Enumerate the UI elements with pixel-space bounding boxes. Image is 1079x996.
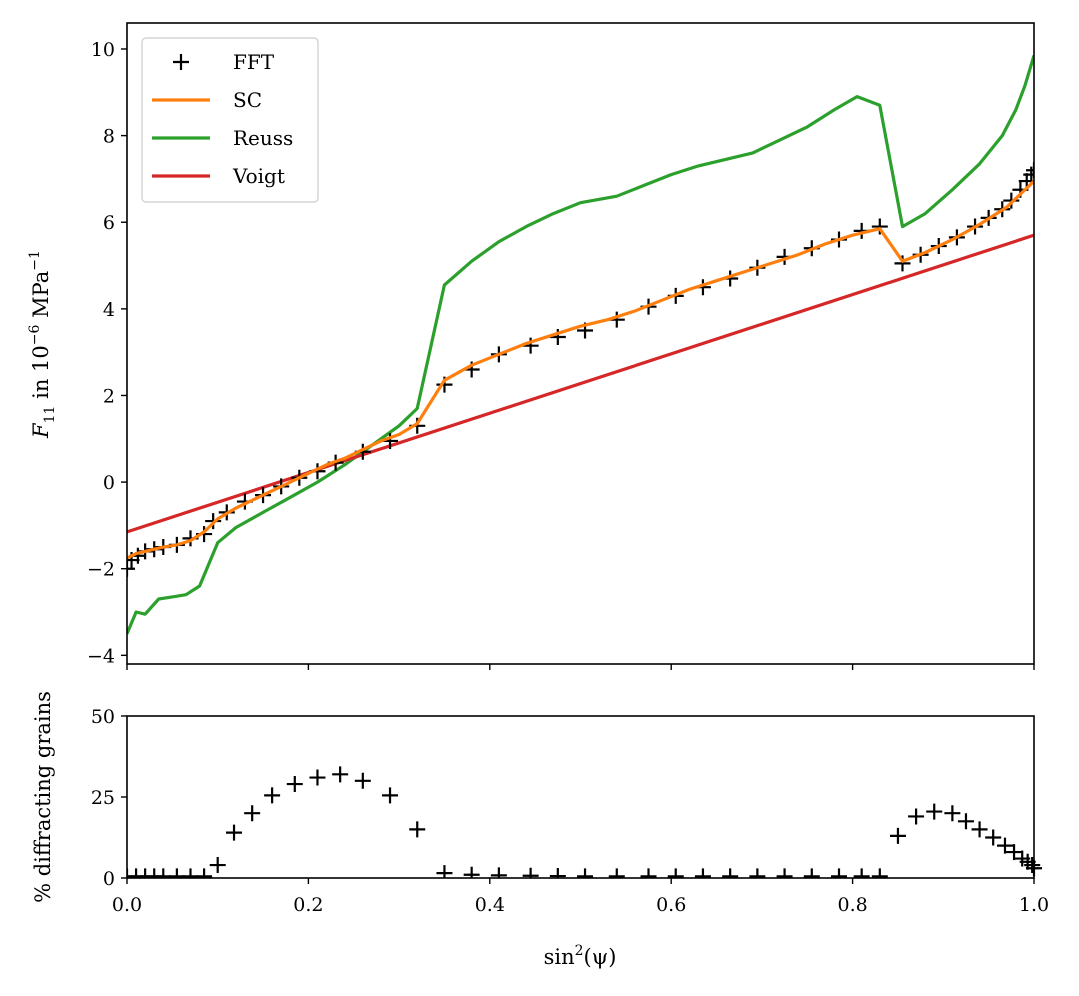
grain-marker bbox=[1024, 857, 1041, 874]
fft-marker bbox=[127, 560, 135, 577]
legend-marker-fft bbox=[173, 54, 189, 70]
top-x-ticks bbox=[126, 664, 1035, 670]
grain-marker bbox=[694, 868, 711, 878]
grain-marker bbox=[264, 787, 281, 804]
fft-marker bbox=[549, 329, 566, 346]
grain-marker bbox=[286, 776, 303, 793]
fft-marker bbox=[1026, 162, 1034, 179]
top-series-group bbox=[127, 55, 1034, 635]
grain-marker bbox=[722, 868, 739, 878]
grain-marker bbox=[168, 868, 185, 878]
x-tick-label: 0.8 bbox=[837, 894, 867, 916]
grain-marker bbox=[226, 824, 243, 841]
y-tick-label: 4 bbox=[103, 299, 115, 321]
legend-label-reuss: Reuss bbox=[233, 126, 293, 150]
grain-marker bbox=[209, 857, 226, 874]
grain-marker bbox=[309, 769, 326, 786]
y-tick-label: 8 bbox=[103, 126, 115, 148]
grain-marker bbox=[608, 868, 625, 878]
y-tick-label: 50 bbox=[91, 706, 115, 728]
bottom-y-ticks: 0 25 50 bbox=[91, 706, 127, 890]
x-tick-label: 0.2 bbox=[293, 894, 323, 916]
y-tick-label: −4 bbox=[87, 645, 115, 667]
grain-marker bbox=[549, 868, 566, 878]
grain-marker bbox=[463, 866, 480, 878]
grain-marker bbox=[944, 805, 961, 822]
x-tick-label: 0.6 bbox=[656, 894, 686, 916]
grain-marker bbox=[667, 868, 684, 878]
grain-marker bbox=[957, 813, 974, 830]
grain-marker bbox=[409, 821, 426, 838]
y-tick-label: 2 bbox=[103, 385, 115, 407]
legend-box bbox=[141, 37, 319, 203]
series-line-sc bbox=[127, 179, 1034, 560]
y-tick-label: 0 bbox=[103, 472, 115, 494]
grain-marker bbox=[996, 837, 1013, 854]
series-line-voigt bbox=[127, 233, 1034, 534]
bottom-y-axis-label: % diffracting grains bbox=[31, 691, 55, 903]
grain-marker bbox=[436, 865, 453, 878]
grain-marker bbox=[382, 787, 399, 804]
bottom-x-ticks: 0.0 0.2 0.4 0.6 0.8 1.0 bbox=[112, 878, 1049, 916]
grain-marker bbox=[522, 867, 539, 878]
legend-label-sc: SC bbox=[233, 88, 262, 112]
top-y-axis-label: F11 in 10−6 MPa−1 bbox=[27, 250, 58, 439]
grain-marker bbox=[640, 868, 657, 878]
fft-marker bbox=[894, 255, 911, 272]
y-tick-label: 10 bbox=[91, 39, 115, 61]
top-axes-frame bbox=[126, 22, 1035, 665]
top-y-ticks: −4 −2 0 2 4 6 8 10 bbox=[87, 39, 127, 667]
fft-marker bbox=[522, 337, 539, 354]
grain-marker bbox=[776, 868, 793, 878]
grain-marker bbox=[908, 808, 925, 825]
grain-marker bbox=[803, 868, 820, 878]
grain-marker bbox=[985, 829, 1002, 846]
legend-label-fft: FFT bbox=[233, 50, 275, 74]
grain-marker bbox=[853, 868, 870, 878]
legend-label-voigt: Voigt bbox=[232, 164, 285, 188]
y-tick-label: 6 bbox=[103, 212, 115, 234]
y-tick-label: −2 bbox=[87, 559, 115, 581]
x-tick-label: 1.0 bbox=[1019, 894, 1049, 916]
grain-marker bbox=[155, 868, 172, 878]
grain-marker bbox=[490, 867, 507, 878]
x-tick-label: 0.0 bbox=[112, 894, 142, 916]
top-panel: −4 −2 0 2 4 6 8 10 F11 in 10−6 MPa−1 FFT SC Reuss… bbox=[27, 22, 1035, 670]
grain-marker bbox=[354, 772, 371, 789]
grain-marker bbox=[889, 827, 906, 844]
grain-marker bbox=[830, 868, 847, 878]
grain-marker bbox=[871, 868, 888, 878]
fft-marker bbox=[871, 218, 888, 235]
grain-marker bbox=[926, 803, 943, 820]
grain-marker bbox=[196, 868, 213, 878]
bottom-series-group bbox=[127, 766, 1042, 878]
grain-marker bbox=[1006, 844, 1023, 861]
grain-marker bbox=[182, 868, 199, 878]
series-line-reuss bbox=[127, 55, 1034, 635]
grain-marker bbox=[749, 868, 766, 878]
bottom-x-axis-label: sin2(ψ) bbox=[544, 943, 617, 969]
grain-marker bbox=[244, 805, 261, 822]
legend: FFT SC Reuss Voigt bbox=[141, 37, 319, 203]
y-tick-label: 25 bbox=[91, 787, 115, 809]
y-tick-label: 0 bbox=[103, 868, 115, 890]
x-tick-label: 0.4 bbox=[475, 894, 505, 916]
grain-marker bbox=[332, 766, 349, 783]
grain-marker bbox=[577, 868, 594, 878]
grain-marker bbox=[971, 821, 988, 838]
bottom-panel: 0 25 50 0.0 0.2 0.4 0.6 0.8 1.0 % diffracting g… bbox=[31, 691, 1049, 969]
